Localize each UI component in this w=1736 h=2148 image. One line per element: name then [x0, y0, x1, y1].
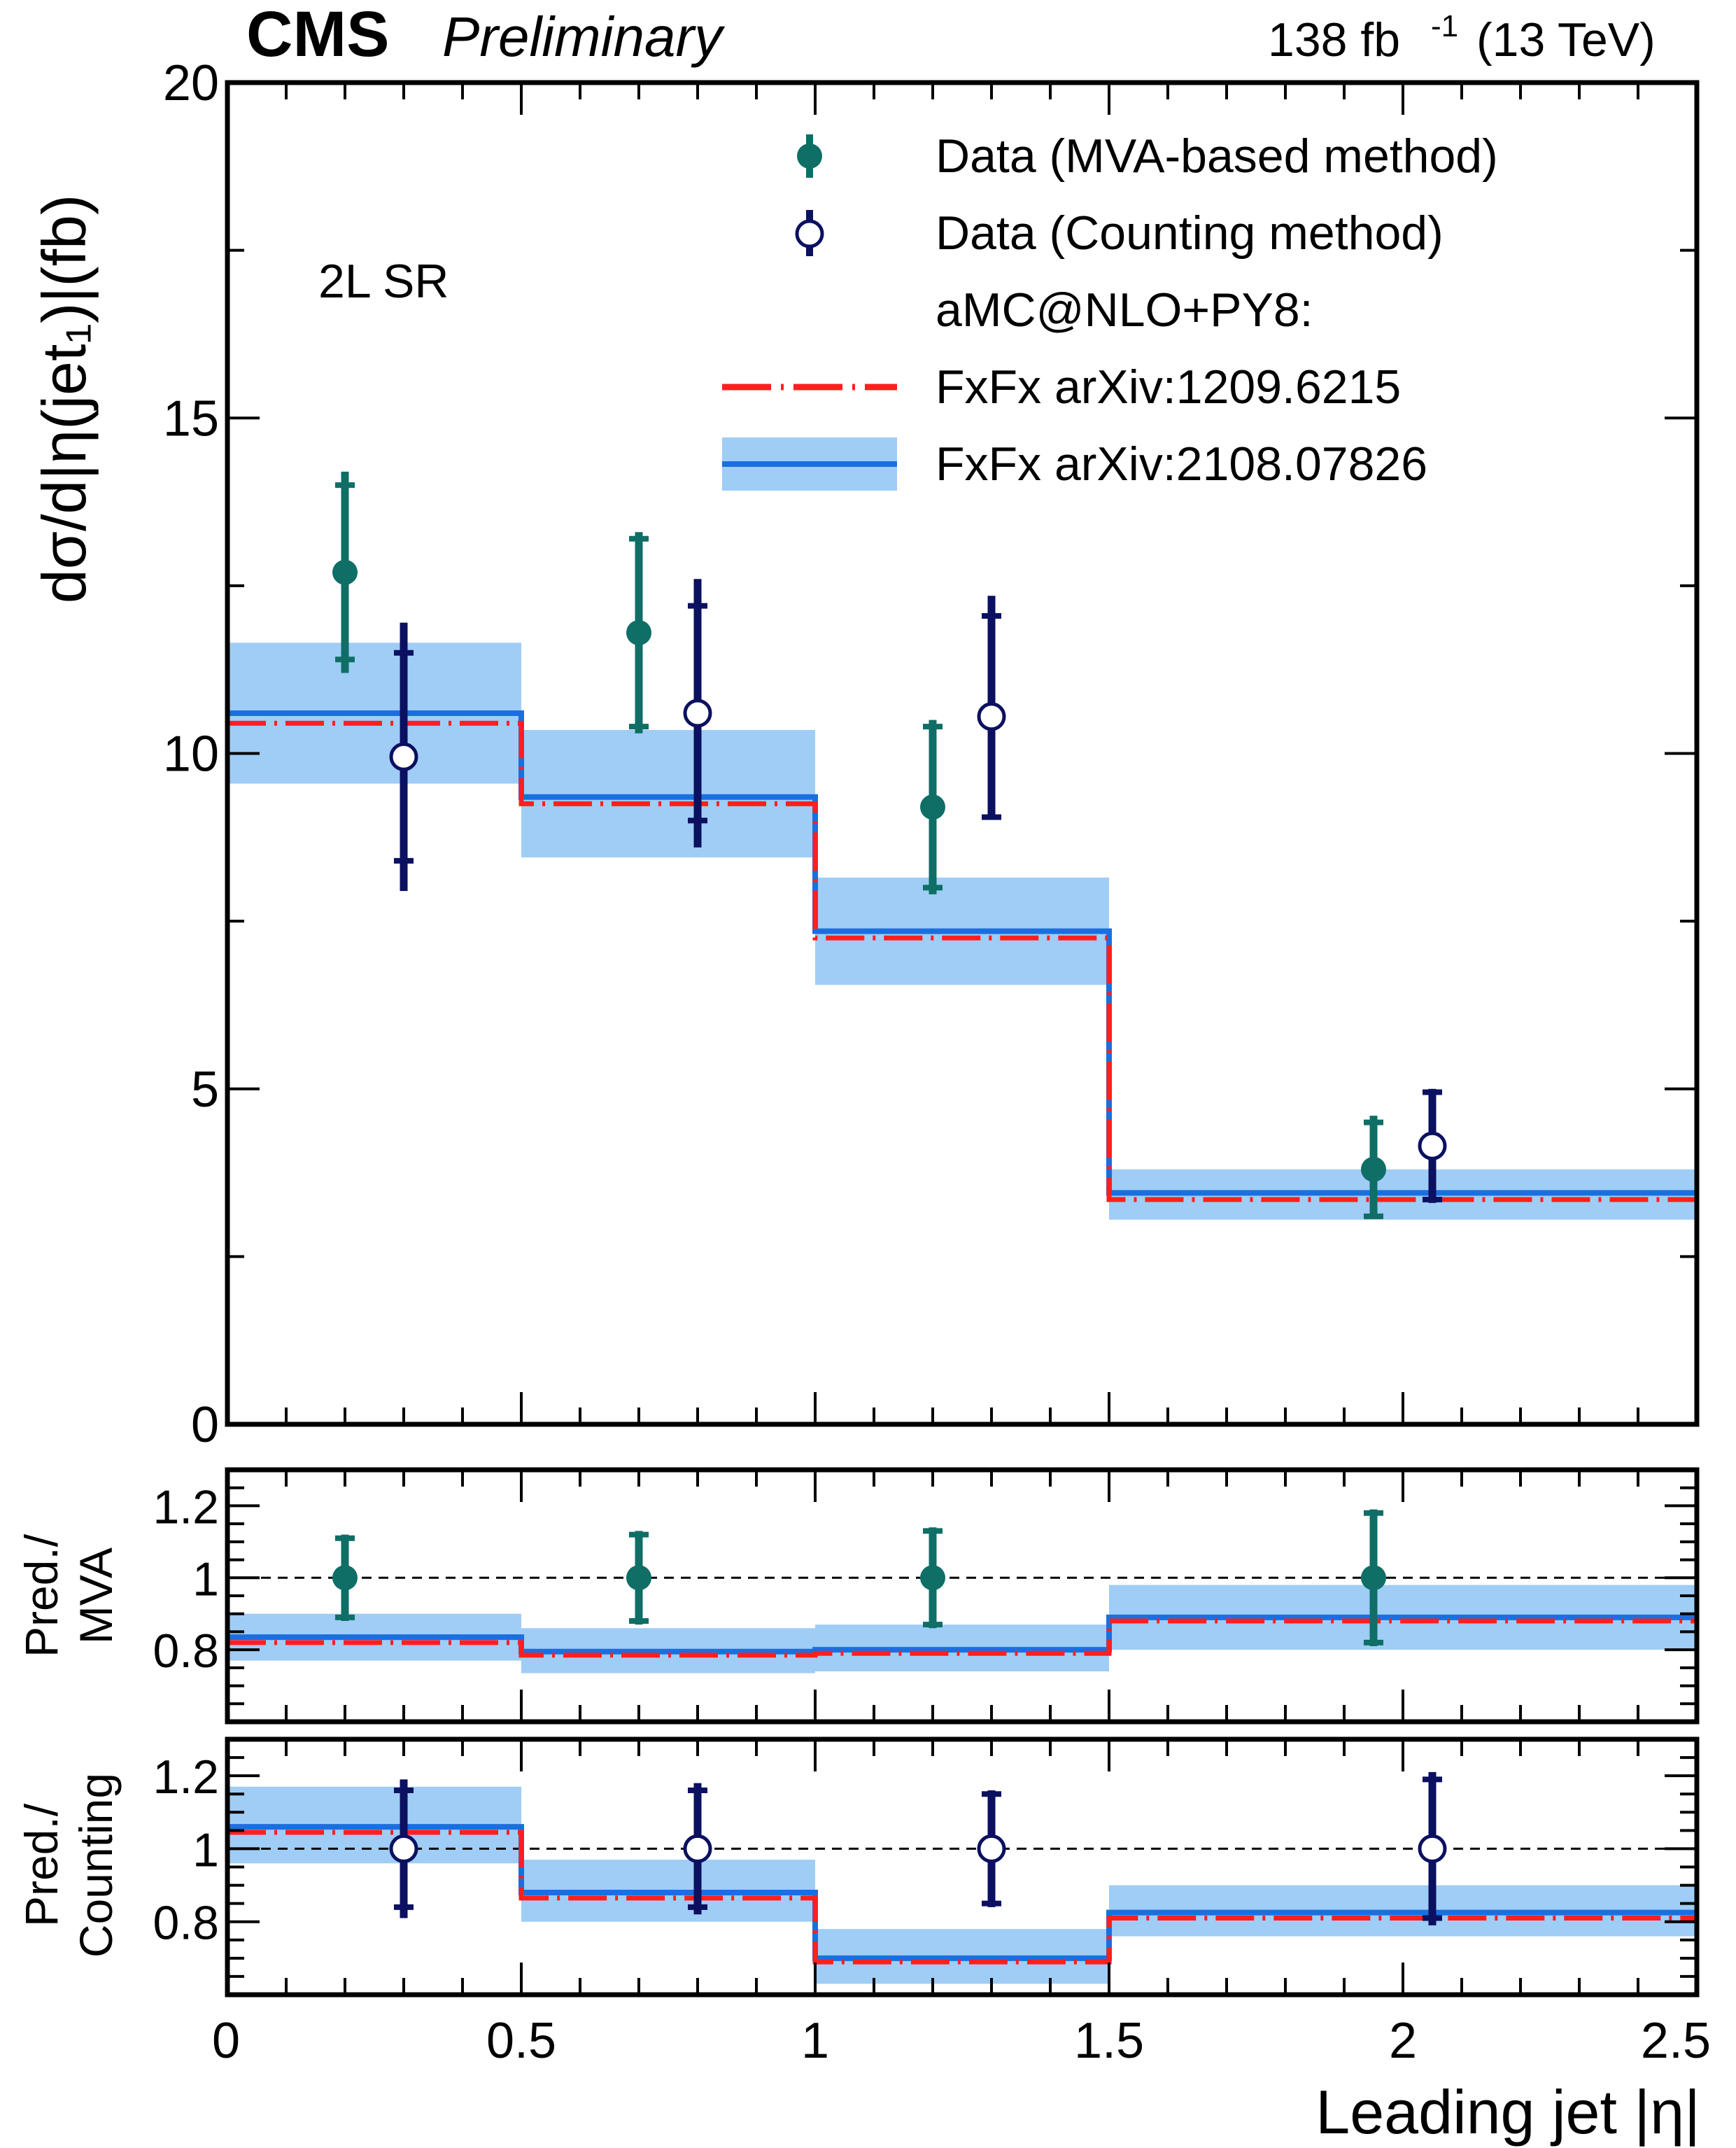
data-points [332, 471, 1447, 1925]
main-counting-point-2 [683, 579, 712, 848]
x-tick-label: 0.5 [486, 2013, 556, 2069]
prediction-steps [227, 710, 1697, 1965]
x-axis-title: Leading jet |η| [1315, 2077, 1700, 2147]
count-ratio-y-title-line1: Pred./ [15, 1803, 67, 1927]
ratio-mva-mva-point-2 [626, 1531, 651, 1625]
ratio-mva-mva-point-1 [332, 1534, 358, 1621]
main-mva-point-4-marker [1361, 1156, 1386, 1182]
ratio-mva-mva-point-1-marker [332, 1565, 358, 1591]
main-mva-point-4 [1361, 1116, 1386, 1219]
region-label: 2L SR [318, 255, 449, 308]
legend-counting: Data (Counting method) [936, 206, 1444, 260]
main-y-axis-title: dσ/d|η(jet₁)|(fb) [29, 195, 99, 604]
lumi-label: 138 fb [1268, 13, 1400, 66]
status-label: Preliminary [442, 6, 726, 68]
main-counting-point-3 [977, 596, 1006, 820]
main-counting-point-1 [389, 622, 418, 891]
main-mva-point-1-marker [332, 559, 358, 585]
prediction-bands [227, 643, 1697, 1984]
main-mva-point-3 [920, 719, 945, 894]
ratio-counting-pred-old-line [227, 1830, 1697, 1965]
ratio-counting-y-tick-label: 0.8 [153, 1897, 219, 1950]
x-tick-label: 2 [1389, 2013, 1417, 2069]
main-counting-point-1-marker [389, 742, 418, 771]
x-tick-label: 0 [212, 2013, 240, 2069]
ratio-mva-pred-old-line [227, 1618, 1697, 1658]
main-mva-point-2 [626, 532, 651, 733]
ratio-counting-counting-point-2-marker [683, 1834, 712, 1863]
main-counting-point-2-marker [683, 699, 712, 728]
ratio-mva-y-tick-label: 0.8 [153, 1624, 219, 1678]
mva-ratio-y-title-line2: MVA [70, 1547, 122, 1644]
main-pred-old-line [227, 720, 1697, 1202]
experiment-label: CMS [246, 0, 389, 70]
main-counting-point-4-marker [1418, 1131, 1447, 1160]
main-counting-point-4 [1418, 1088, 1447, 1203]
ratio-counting-counting-point-1 [389, 1779, 418, 1918]
main-mva-point-3-marker [920, 794, 945, 820]
tick-labels: 0 5 10 15 20 0.8 1 1.2 0.8 1 1.2 0 0.5 1 1.5 2 2.5 [153, 55, 1711, 2069]
count-ratio-y-title-line2: Counting [70, 1773, 122, 1958]
legend-marker-mva [797, 134, 822, 178]
main-y-tick-label: 10 [163, 726, 219, 782]
ratio-mva-mva-point-3-marker [920, 1565, 945, 1591]
main-mva-point-1 [332, 471, 358, 673]
legend: Data (MVA-based method) Data (Counting m… [722, 129, 1498, 491]
legend-pred-old: FxFx arXiv:1209.6215 [936, 360, 1401, 414]
legend-mva: Data (MVA-based method) [936, 129, 1498, 183]
ratio-mva-y-tick-label: 1 [192, 1552, 219, 1606]
main-y-tick-label: 20 [163, 55, 219, 111]
ratio-counting-y-tick-label: 1 [192, 1823, 219, 1876]
x-tick-label: 1.5 [1074, 2013, 1144, 2069]
legend-pred-new: FxFx arXiv:2108.07826 [936, 437, 1427, 491]
main-band-bin-2 [521, 729, 815, 858]
x-tick-label: 1 [801, 2013, 829, 2069]
main-mva-point-2-marker [626, 619, 651, 645]
main-counting-point-3-marker [977, 702, 1006, 731]
legend-generator: aMC@NLO+PY8: [936, 283, 1313, 337]
x-tick-label: 2.5 [1641, 2013, 1711, 2069]
main-y-tick-label: 0 [191, 1397, 219, 1453]
ratio-mva-mva-point-2-marker [626, 1565, 651, 1591]
ratio-counting-counting-point-4-marker [1418, 1834, 1447, 1863]
energy-label: (13 TeV) [1476, 13, 1656, 66]
ratio-counting-counting-point-3-marker [977, 1834, 1006, 1863]
ratio-counting-counting-point-2 [683, 1783, 712, 1915]
reference-lines [227, 1576, 1697, 1850]
ratio-mva-mva-point-4 [1361, 1509, 1386, 1646]
lumi-exponent: -1 [1431, 9, 1458, 43]
ratio-mva-mva-point-3 [920, 1527, 945, 1629]
ratio-counting-counting-point-3 [977, 1790, 1006, 1907]
ratio-mva-pred-new-line [227, 1614, 1697, 1655]
main-y-tick-label: 5 [191, 1062, 219, 1118]
ratio-mva-mva-point-4-marker [1361, 1565, 1386, 1591]
ratio-counting-y-tick-label: 1.2 [153, 1750, 219, 1804]
ratio-mva-y-tick-label: 1.2 [153, 1480, 219, 1533]
ratio-counting-counting-point-4 [1418, 1771, 1447, 1925]
axes [225, 80, 1700, 1998]
mva-ratio-y-title-line1: Pred./ [15, 1533, 67, 1657]
main-y-tick-label: 15 [163, 391, 219, 447]
legend-marker-counting [795, 210, 824, 256]
ratio-counting-counting-point-1-marker [389, 1834, 418, 1863]
